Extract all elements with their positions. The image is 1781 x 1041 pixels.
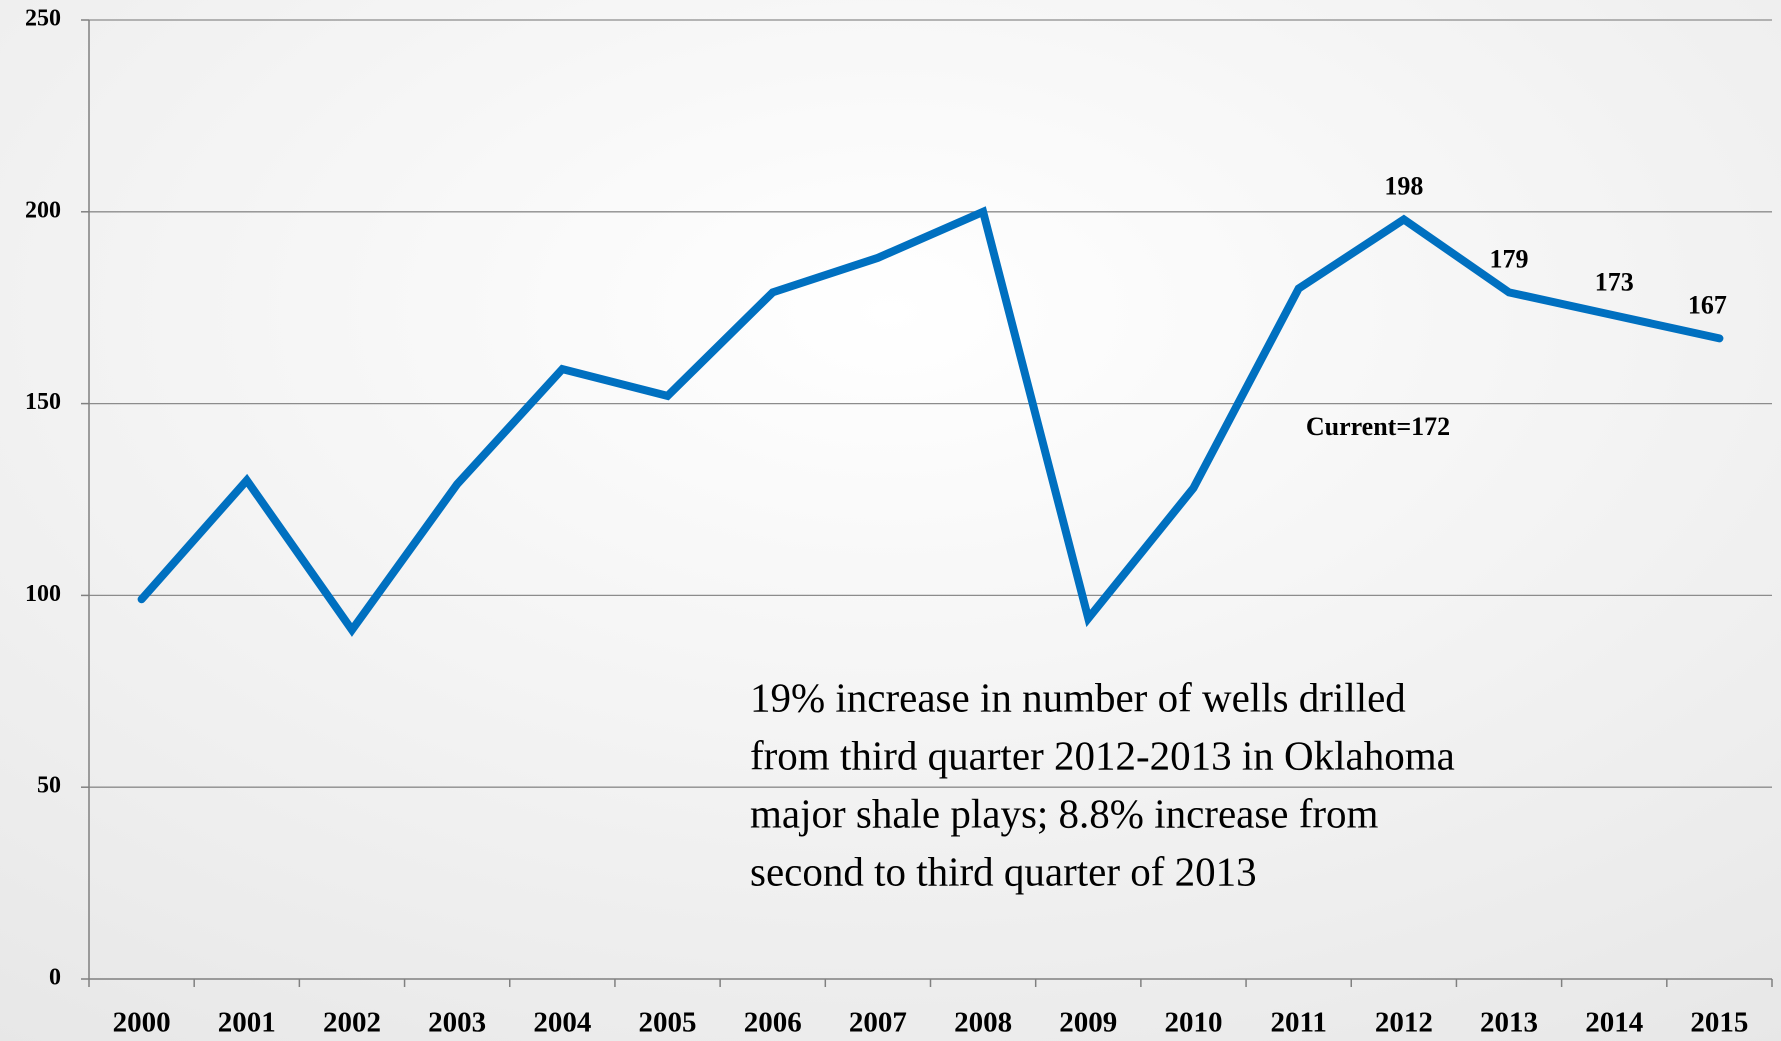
x-tick-label: 2004	[533, 1007, 591, 1039]
x-tick-label: 2003	[428, 1007, 486, 1039]
x-tick-label: 2012	[1375, 1007, 1433, 1039]
x-tick-label: 2008	[954, 1007, 1012, 1039]
x-tick-label: 2009	[1059, 1007, 1117, 1039]
annotation: Current=172	[1306, 412, 1450, 441]
x-tick-label: 2002	[323, 1007, 381, 1039]
x-tick-label: 2005	[639, 1007, 697, 1039]
y-tick-label: 100	[25, 581, 61, 607]
y-tick-label: 200	[25, 197, 61, 223]
data-label: 179	[1490, 244, 1529, 273]
data-label: 167	[1688, 290, 1727, 319]
x-tick-label: 2001	[218, 1007, 276, 1039]
note-line: major shale plays; 8.8% increase from	[750, 790, 1379, 836]
y-tick-label: 250	[25, 6, 61, 32]
x-tick-label: 2013	[1480, 1007, 1538, 1039]
x-tick-label: 2000	[113, 1007, 171, 1039]
x-tick-label: 2011	[1270, 1007, 1326, 1039]
data-label: 198	[1384, 171, 1423, 200]
x-tick-label: 2015	[1690, 1007, 1748, 1039]
x-tick-label: 2006	[744, 1007, 802, 1039]
line	[137, 206, 1724, 637]
x-tick-label: 2014	[1585, 1007, 1643, 1039]
note-line: 19% increase in number of wells drilled	[750, 674, 1406, 720]
y-tick-label: 0	[49, 965, 61, 991]
note-line: second to third quarter of 2013	[750, 848, 1257, 894]
note-line: from third quarter 2012-2013 in Oklahoma	[750, 732, 1455, 778]
y-tick-label: 150	[25, 389, 61, 415]
data-label: 173	[1595, 267, 1634, 296]
y-tick-label: 50	[37, 773, 61, 799]
note: 19% increase in number of wells drilled f…	[750, 674, 1455, 894]
x-tick-label: 2007	[849, 1007, 907, 1039]
x-tick-label: 2010	[1164, 1007, 1222, 1039]
